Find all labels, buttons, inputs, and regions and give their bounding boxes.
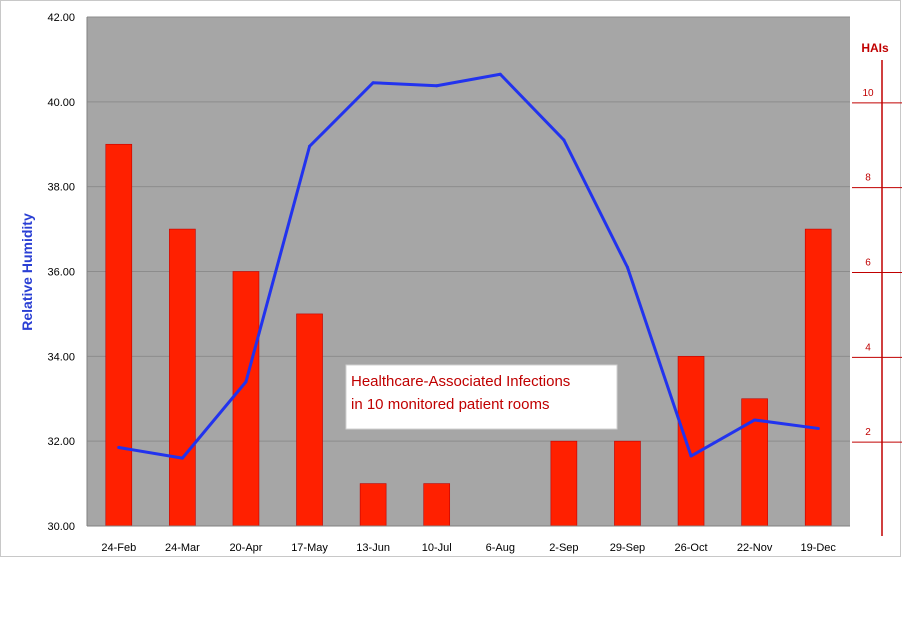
y-tick-label: 38.00	[47, 182, 75, 194]
x-tick-label: 2-Sep	[549, 542, 578, 554]
bar-26-Oct	[677, 356, 705, 527]
y2-tick-label: 10	[862, 88, 874, 99]
y2-tick-label: 8	[865, 173, 871, 184]
x-tick-label: 13-Jun	[356, 542, 390, 554]
bar-2-Sep	[550, 440, 578, 527]
bar-29-Sep	[614, 440, 641, 527]
y2-tick-label: 2	[865, 427, 871, 438]
x-tick-label: 29-Sep	[610, 542, 645, 554]
y-axis-label: Relative Humidity	[19, 213, 35, 331]
x-tick-label: 24-Mar	[165, 542, 200, 554]
humidity-point-26-Oct	[689, 454, 693, 458]
humidity-point-29-Sep	[625, 265, 629, 269]
y2-tick-label: 6	[865, 258, 871, 269]
y2-axis-label: HAIs	[861, 41, 889, 55]
x-tick-label: 26-Oct	[675, 542, 708, 554]
x-tick-label: 6-Aug	[486, 542, 515, 554]
humidity-point-17-May	[308, 144, 312, 148]
y-tick-label: 42.00	[47, 12, 75, 24]
bar-17-May	[296, 313, 323, 527]
y-tick-label: 34.00	[47, 351, 75, 363]
humidity-point-20-Apr	[244, 380, 248, 384]
bar-10-Jul	[423, 483, 451, 527]
humidity-point-10-Jul	[435, 84, 439, 88]
y-tick-label: 36.00	[47, 267, 75, 279]
bar-24-Mar	[169, 228, 196, 527]
bar-24-Feb	[105, 143, 133, 527]
annotation-line-1: Healthcare-Associated Infections	[351, 373, 570, 390]
x-tick-label: 19-Dec	[800, 542, 836, 554]
humidity-point-13-Jun	[371, 81, 375, 85]
bar-19-Dec	[804, 228, 832, 527]
humidity-point-22-Nov	[753, 418, 757, 422]
x-tick-label: 20-Apr	[229, 542, 262, 554]
y2-tick-label: 4	[865, 342, 871, 353]
humidity-point-24-Feb	[117, 446, 121, 450]
y-tick-label: 40.00	[47, 97, 75, 109]
annotation-box: Healthcare-Associated Infections in 10 m…	[345, 364, 618, 430]
humidity-point-19-Dec	[816, 426, 820, 430]
x-tick-label: 10-Jul	[422, 542, 452, 554]
annotation-line-2: in 10 monitored patient rooms	[351, 396, 549, 413]
humidity-point-24-Mar	[180, 456, 184, 460]
bar-20-Apr	[232, 271, 260, 527]
bar-13-Jun	[359, 483, 387, 527]
humidity-line	[117, 72, 820, 460]
humidity-point-6-Aug	[498, 72, 502, 76]
bar-22-Nov	[741, 398, 768, 527]
y-tick-label: 32.00	[47, 436, 75, 448]
x-tick-label: 24-Feb	[101, 542, 136, 554]
x-tick-label: 22-Nov	[737, 542, 773, 554]
x-tick-label: 17-May	[291, 542, 328, 554]
y-tick-label: 30.00	[47, 521, 75, 533]
humidity-point-2-Sep	[562, 138, 566, 142]
